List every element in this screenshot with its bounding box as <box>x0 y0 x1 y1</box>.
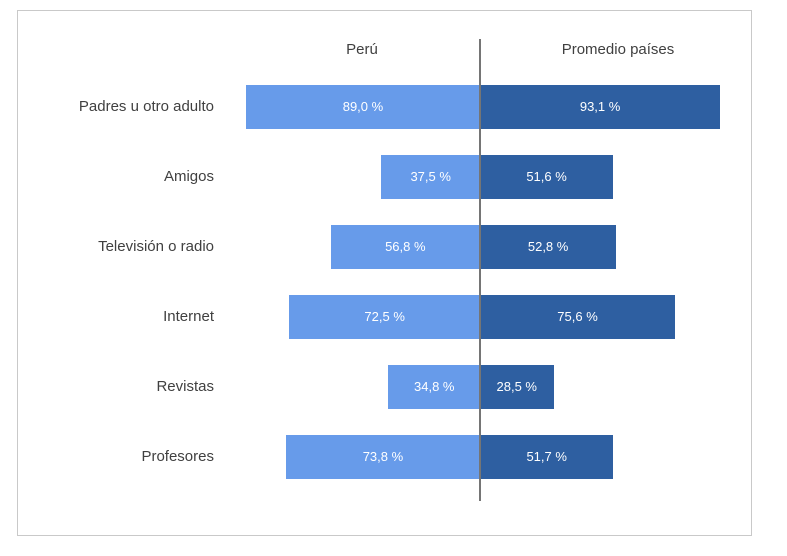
column-header-peru: Perú <box>346 41 378 58</box>
peru-bar: 56,8 % <box>330 225 480 269</box>
chart-rows: Padres u otro adulto 89,0 % 93,1 % Amigos 37… <box>18 72 751 492</box>
chart-row: Revistas 34,8 % 28,5 % <box>18 352 751 422</box>
promedio-bar: 51,6 % <box>480 155 614 199</box>
category-label: Profesores <box>141 448 214 465</box>
promedio-bar: 75,6 % <box>480 295 676 339</box>
comparison-bar-chart-panel: Perú Promedio países Padres u otro adult… <box>17 10 752 536</box>
chart-row: Padres u otro adulto 89,0 % 93,1 % <box>18 72 751 142</box>
chart-row: Amigos 37,5 % 51,6 % <box>18 142 751 212</box>
promedio-bar: 93,1 % <box>480 85 721 129</box>
column-header-promedio-paises: Promedio países <box>561 41 675 58</box>
promedio-bar: 52,8 % <box>480 225 617 269</box>
peru-bar: 72,5 % <box>289 295 480 339</box>
peru-bar: 89,0 % <box>245 85 480 129</box>
category-label: Televisión o radio <box>98 238 214 255</box>
peru-bar: 34,8 % <box>388 365 480 409</box>
chart-row: Profesores 73,8 % 51,7 % <box>18 422 751 492</box>
chart-row: Internet 72,5 % 75,6 % <box>18 282 751 352</box>
category-label: Amigos <box>163 168 214 185</box>
promedio-bar: 28,5 % <box>480 365 554 409</box>
category-label: Padres u otro adulto <box>78 98 214 115</box>
peru-bar: 73,8 % <box>285 435 480 479</box>
promedio-bar: 51,7 % <box>480 435 614 479</box>
category-label: Revistas <box>156 378 214 395</box>
center-axis-line <box>479 39 481 501</box>
peru-bar: 37,5 % <box>381 155 480 199</box>
category-label: Internet <box>163 308 214 325</box>
chart-row: Televisión o radio 56,8 % 52,8 % <box>18 212 751 282</box>
